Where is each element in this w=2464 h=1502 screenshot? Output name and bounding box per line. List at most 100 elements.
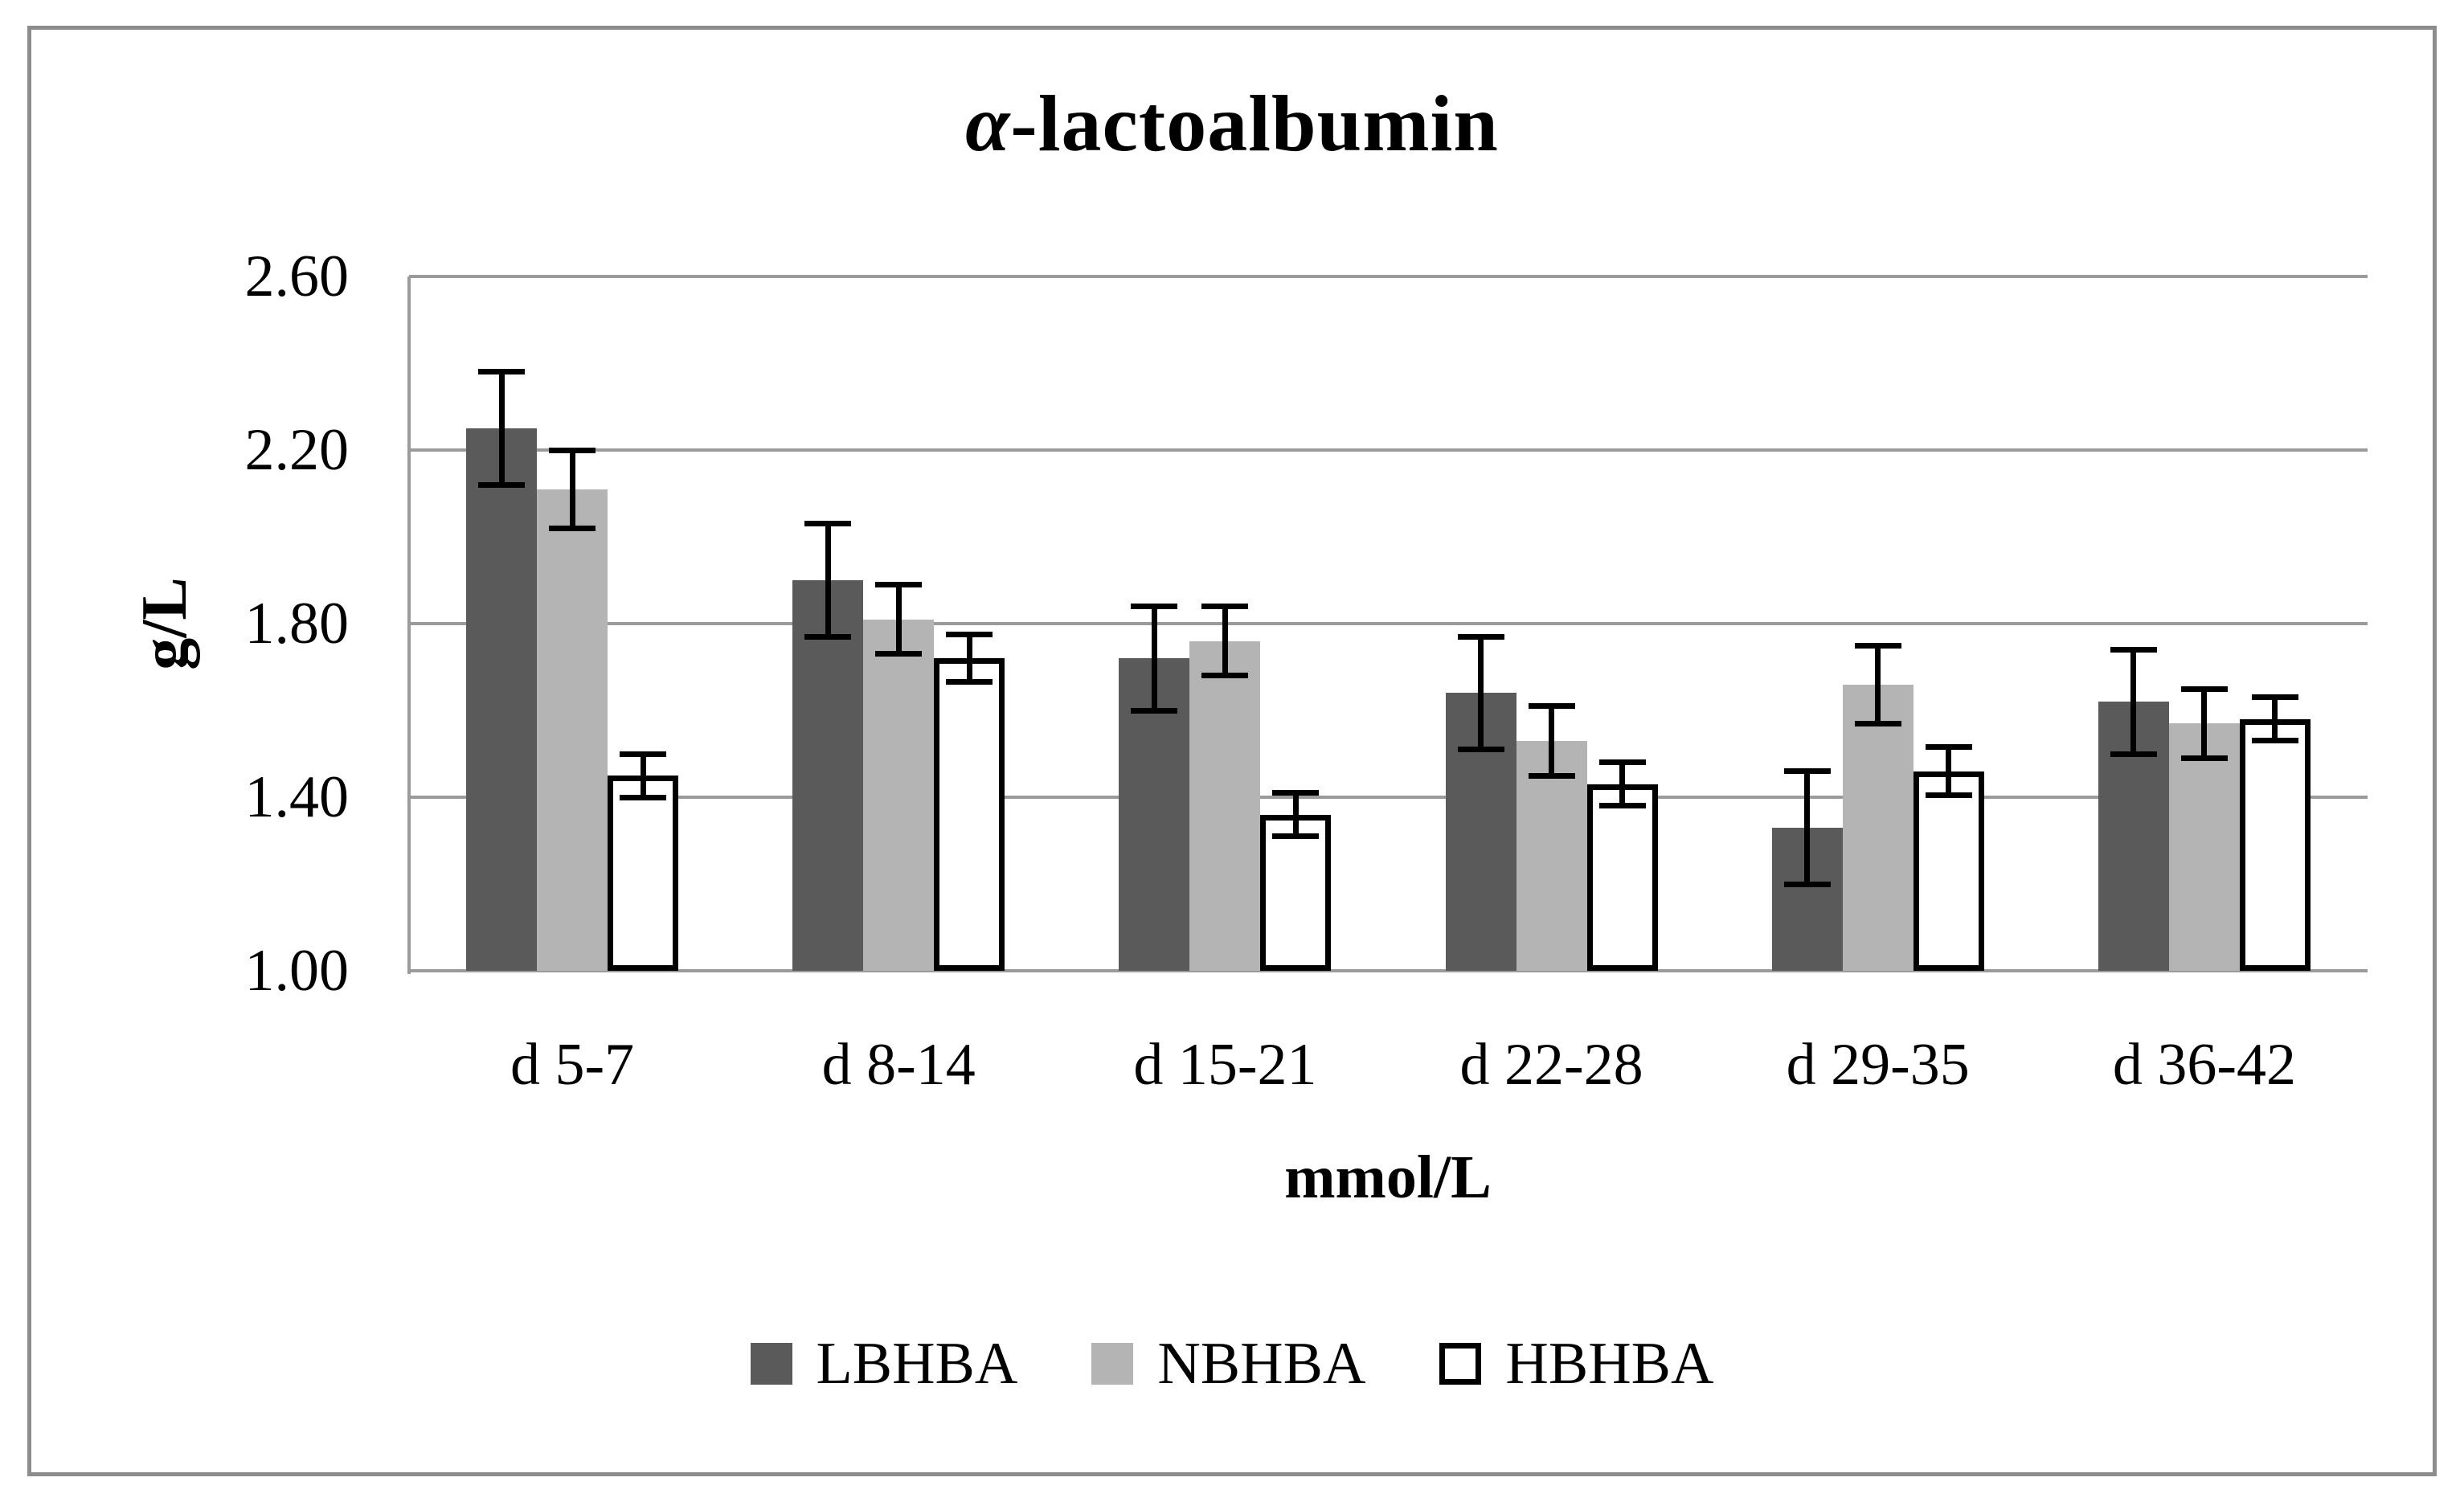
error-bar-NBHBA-d22-28 [1549,706,1555,776]
error-cap-top-LBHBA-3 [1457,633,1504,640]
error-cap-top-NBHBA-2 [1201,603,1249,609]
bar-LBHBA-d5-7 [466,428,538,971]
x-tick-label-d36-42: d 36-42 [2112,1032,2296,1098]
error-cap-top-NBHBA-5 [2180,686,2228,692]
bar-NBHBA-d22-28 [1516,740,1587,971]
legend-item-NBHBA: NBHBA [1091,1334,1365,1394]
error-cap-bottom-NBHBA-1 [875,651,923,657]
error-bar-NBHBA-d36-42 [2201,689,2208,759]
x-tick-label-d22-28: d 22-28 [1459,1032,1643,1098]
error-cap-top-LBHBA-1 [804,521,852,527]
x-tick-label-d29-35: d 29-35 [1786,1032,1970,1098]
error-cap-bottom-NBHBA-3 [1528,772,1575,779]
bar-NBHBA-d5-7 [537,489,608,971]
y-tick-label-1.40: 1.40 [244,764,350,830]
y-tick-label-1.00: 1.00 [244,938,350,1004]
error-cap-top-HBHBA-4 [1925,744,1972,751]
chart-title-alpha: α [965,79,1011,168]
bar-HBHBA-d36-42 [2239,718,2311,971]
error-bar-HBHBA-d8-14 [966,634,972,682]
error-bar-NBHBA-d15-21 [1222,606,1228,676]
gridline-1.00 [409,969,2368,972]
legend-label-HBHBA: HBHBA [1505,1331,1714,1397]
bar-HBHBA-d29-35 [1913,771,1984,971]
error-bar-LBHBA-d5-7 [498,371,505,485]
error-cap-top-HBHBA-3 [1598,759,1646,766]
error-cap-bottom-LBHBA-1 [804,633,852,640]
error-cap-top-LBHBA-0 [478,369,526,375]
error-cap-bottom-LBHBA-0 [478,481,526,488]
bar-NBHBA-d8-14 [863,619,935,971]
error-bar-NBHBA-d29-35 [1875,645,1881,724]
gridline-1.40 [409,796,2368,799]
error-cap-bottom-HBHBA-5 [2251,738,2298,744]
x-tick-label-d5-7: d 5-7 [510,1032,635,1098]
error-cap-bottom-LBHBA-4 [1783,881,1831,887]
error-bar-HBHBA-d29-35 [1946,747,1952,796]
error-cap-top-NBHBA-4 [1854,642,1901,649]
legend-item-LBHBA: LBHBA [750,1331,1018,1397]
error-cap-bottom-HBHBA-2 [1272,833,1320,840]
x-tick-label-d15-21: d 15-21 [1133,1032,1317,1098]
error-cap-bottom-NBHBA-0 [549,525,596,531]
error-cap-bottom-NBHBA-4 [1854,720,1901,726]
error-cap-top-HBHBA-5 [2251,694,2298,701]
x-tick-label-d8-14: d 8-14 [821,1032,976,1098]
error-bar-LBHBA-d29-35 [1804,771,1811,884]
error-cap-top-HBHBA-2 [1272,790,1320,796]
chart-title: α-lactoalbumin [0,77,2464,170]
bar-HBHBA-d15-21 [1260,814,1332,971]
error-cap-bottom-LBHBA-3 [1457,747,1504,753]
legend-item-HBHBA: HBHBA [1439,1334,1713,1394]
y-tick-label-2.20: 2.20 [244,417,350,483]
gridline-2.60 [409,275,2368,278]
error-cap-bottom-LBHBA-5 [2110,751,2157,757]
error-bar-HBHBA-d22-28 [1619,762,1626,806]
error-bar-HBHBA-d15-21 [1292,792,1299,837]
y-axis-line [407,276,411,974]
error-bar-NBHBA-d5-7 [569,450,575,529]
error-cap-top-LBHBA-4 [1783,768,1831,775]
legend-swatch-NBHBA [1091,1343,1134,1385]
error-cap-bottom-HBHBA-1 [946,679,993,686]
error-cap-top-NBHBA-1 [875,581,923,587]
bar-HBHBA-d5-7 [608,776,679,971]
x-axis-title: mmol/L [1284,1144,1492,1211]
legend-swatch-HBHBA [1439,1343,1482,1385]
y-tick-label-2.60: 2.60 [244,244,350,309]
chart-title-rest: -lactoalbumin [1010,79,1499,168]
bar-LBHBA-d8-14 [792,580,864,971]
error-cap-bottom-LBHBA-2 [1131,707,1178,714]
error-cap-bottom-HBHBA-0 [620,794,667,800]
gridline-2.20 [409,448,2368,452]
error-bar-LBHBA-d15-21 [1151,606,1157,710]
error-cap-bottom-HBHBA-3 [1598,803,1646,809]
error-cap-top-NBHBA-0 [549,447,596,453]
bar-NBHBA-d29-35 [1842,684,1913,971]
error-bar-HBHBA-d5-7 [640,754,646,797]
error-cap-top-LBHBA-5 [2110,646,2157,653]
error-cap-top-LBHBA-2 [1131,603,1178,609]
error-cap-top-NBHBA-3 [1528,703,1575,710]
bar-HBHBA-d8-14 [934,658,1005,971]
error-bar-LBHBA-d8-14 [825,523,831,637]
bar-NBHBA-d15-21 [1189,640,1261,971]
error-bar-LBHBA-d22-28 [1478,636,1484,750]
gridline-1.80 [409,622,2368,625]
error-bar-LBHBA-d36-42 [2130,649,2137,754]
error-bar-NBHBA-d8-14 [895,584,902,654]
bar-HBHBA-d22-28 [1586,784,1658,971]
legend-label-LBHBA: LBHBA [816,1331,1018,1397]
error-cap-top-HBHBA-0 [620,751,667,757]
legend-label-NBHBA: NBHBA [1157,1331,1366,1397]
error-cap-bottom-NBHBA-2 [1201,673,1249,679]
error-bar-HBHBA-d36-42 [2272,697,2278,741]
error-cap-bottom-NBHBA-5 [2180,755,2228,761]
error-cap-bottom-HBHBA-4 [1925,792,1972,798]
error-cap-top-HBHBA-1 [946,632,993,637]
y-tick-label-1.80: 1.80 [244,591,350,657]
bar-NBHBA-d36-42 [2168,723,2240,971]
legend: LBHBA NBHBA HBHBA [0,1334,2464,1394]
legend-swatch-LBHBA [750,1343,792,1385]
